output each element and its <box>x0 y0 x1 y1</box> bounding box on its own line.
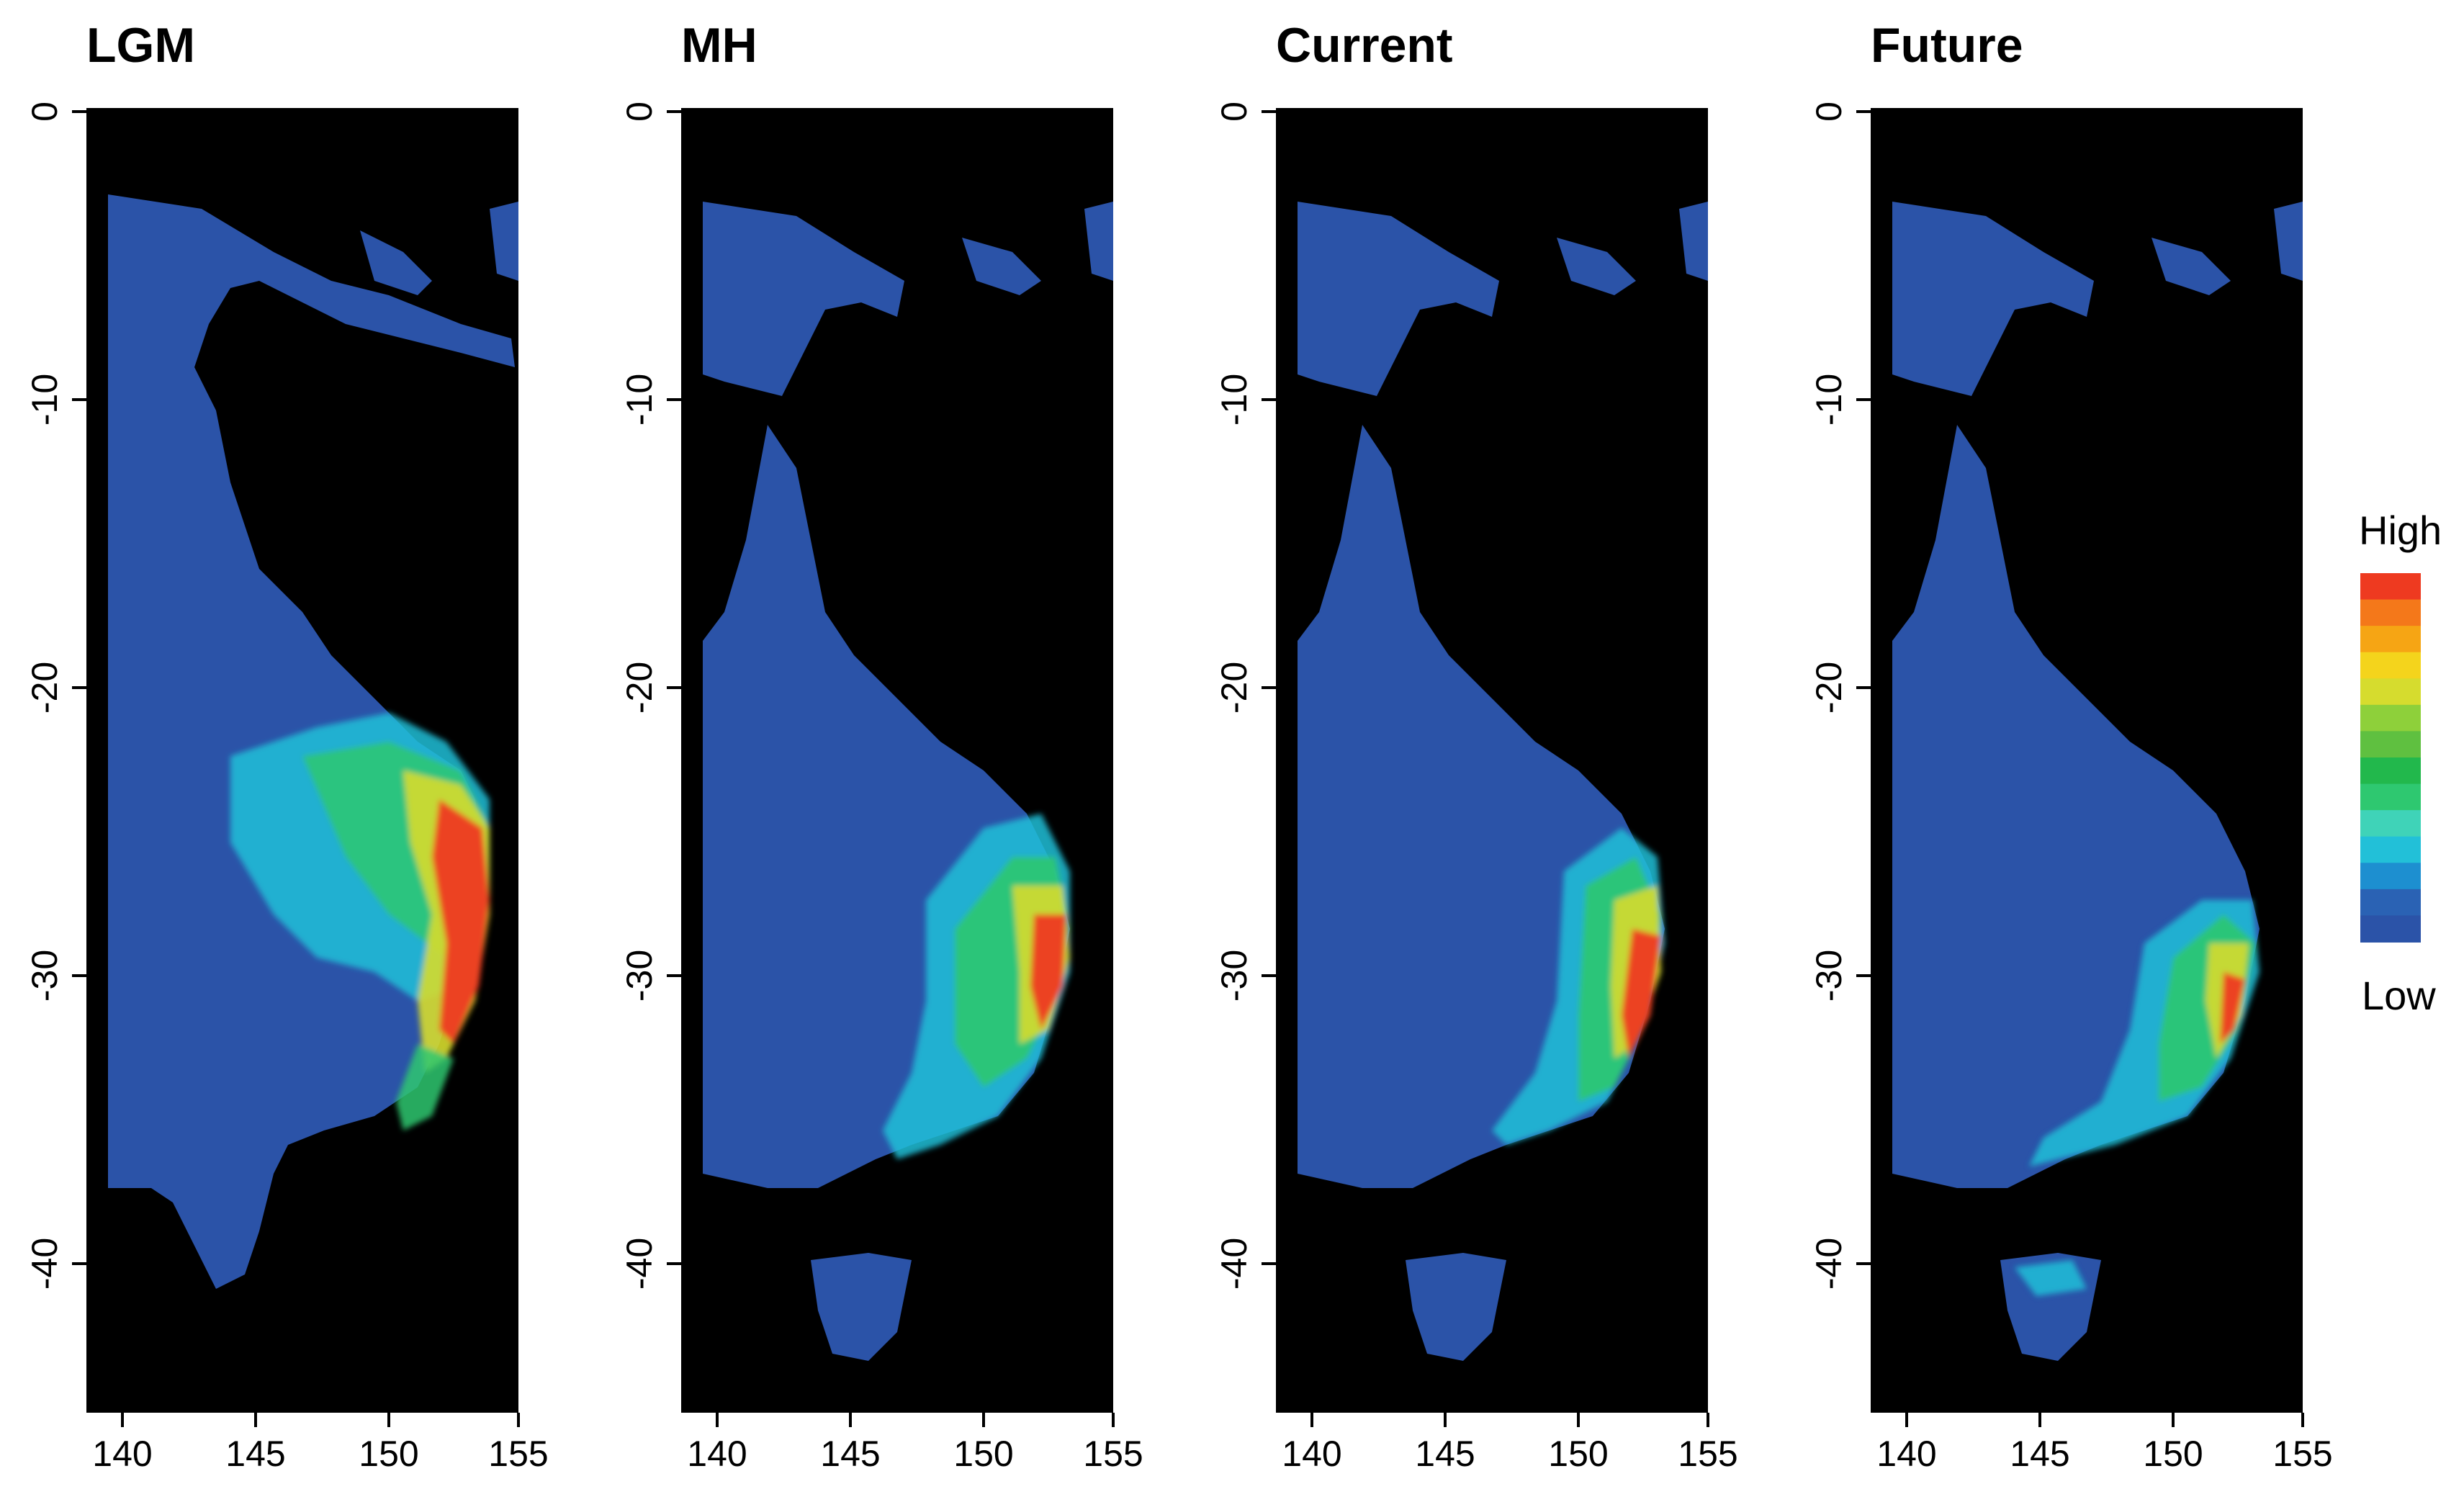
y-tick-label: -30 <box>24 949 65 1002</box>
legend-color-step <box>2360 836 2421 864</box>
panel-current <box>1276 108 1708 1413</box>
y-tick-label: -10 <box>619 373 660 426</box>
x-tick-label: 155 <box>1083 1434 1143 1474</box>
y-tick-label: -20 <box>619 661 660 714</box>
axis-ticks <box>72 110 2304 1427</box>
suitability-zone <box>1492 828 1665 1145</box>
legend-color-step <box>2360 915 2421 943</box>
y-tick-label: 0 <box>1214 102 1254 122</box>
y-tick-label: -10 <box>1214 373 1254 426</box>
legend-low-label: Low <box>2362 973 2436 1018</box>
legend-color-step <box>2360 599 2421 627</box>
suitability-zone <box>883 814 1070 1159</box>
y-tick-label: -10 <box>1809 373 1849 426</box>
x-tick-label: 140 <box>1282 1434 1342 1474</box>
legend-color-step <box>2360 783 2421 811</box>
x-tick-label: 155 <box>1678 1434 1738 1474</box>
legend-color-step <box>2360 863 2421 890</box>
legend-color-step <box>2360 810 2421 837</box>
legend-high-label: High <box>2359 508 2442 553</box>
y-tick-label: -40 <box>24 1237 65 1290</box>
x-tick-label: 150 <box>953 1434 1014 1474</box>
suitability-zone <box>230 713 490 1130</box>
x-tick-label: 145 <box>1415 1434 1475 1474</box>
x-tick-label: 145 <box>2010 1434 2070 1474</box>
y-tick-label: -10 <box>24 373 65 426</box>
y-tick-label: -30 <box>619 949 660 1002</box>
panel-title-lgm: LGM <box>86 18 196 73</box>
legend-color-step <box>2360 731 2421 758</box>
legend-color-step <box>2360 626 2421 653</box>
y-tick-label: 0 <box>24 102 65 122</box>
y-tick-label: -20 <box>1809 661 1849 714</box>
y-tick-label: -30 <box>1809 949 1849 1002</box>
legend-color-step <box>2360 652 2421 680</box>
x-tick-label: 150 <box>1548 1434 1609 1474</box>
x-tick-label: 145 <box>225 1434 286 1474</box>
y-tick-label: -40 <box>1214 1237 1254 1290</box>
x-tick-label: 155 <box>488 1434 549 1474</box>
x-tick-label: 150 <box>2143 1434 2203 1474</box>
legend-color-step <box>2360 704 2421 732</box>
y-tick-label: -30 <box>1214 949 1254 1002</box>
x-tick-label: 140 <box>687 1434 747 1474</box>
legend-color-step <box>2360 678 2421 706</box>
legend-color-step <box>2360 573 2421 601</box>
panel-future <box>1871 108 2303 1413</box>
x-tick-label: 140 <box>1876 1434 1937 1474</box>
y-tick-label: -20 <box>1214 661 1254 714</box>
panel-title-current: Current <box>1276 18 1453 73</box>
panel-mh <box>681 108 1113 1413</box>
x-tick-label: 150 <box>359 1434 419 1474</box>
legend-color-bar <box>2360 573 2421 943</box>
x-tick-label: 140 <box>92 1434 153 1474</box>
suitability-zone <box>2015 900 2260 1296</box>
panel-title-future: Future <box>1871 18 2023 73</box>
x-tick-label: 145 <box>820 1434 881 1474</box>
y-tick-label: -40 <box>619 1237 660 1290</box>
legend-color-step <box>2360 757 2421 785</box>
x-tick-label: 155 <box>2272 1434 2333 1474</box>
panel-title-mh: MH <box>681 18 757 73</box>
legend-color-step <box>2360 889 2421 917</box>
y-tick-label: -40 <box>1809 1237 1849 1290</box>
y-tick-label: 0 <box>619 102 660 122</box>
panel-lgm <box>86 108 518 1413</box>
y-tick-label: 0 <box>1809 102 1849 122</box>
y-tick-label: -20 <box>24 661 65 714</box>
